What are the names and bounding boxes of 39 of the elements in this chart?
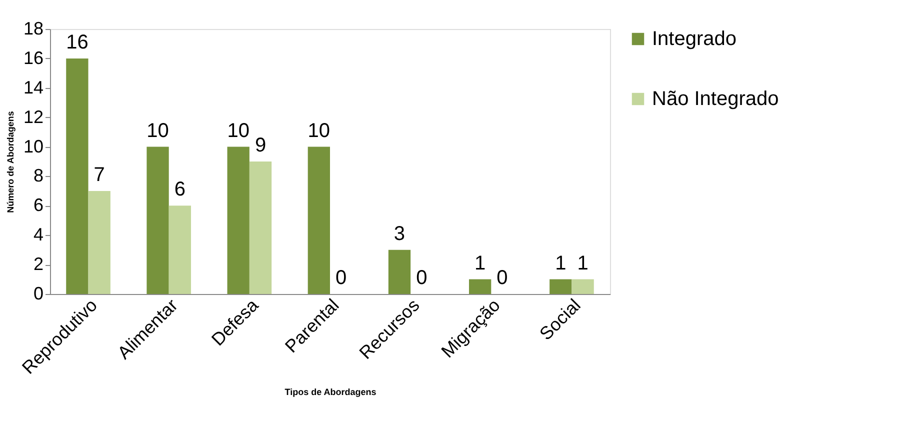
bar — [308, 146, 330, 294]
bar — [66, 58, 88, 294]
y-tick-label: 16 — [23, 48, 44, 68]
legend-label: Integrado — [652, 28, 737, 50]
data-label: 6 — [174, 178, 186, 201]
y-tick-label: 12 — [23, 106, 44, 127]
bar — [249, 162, 272, 294]
data-label: 1 — [474, 252, 486, 274]
y-tick-label: 0 — [33, 284, 44, 304]
y-tick-label: 18 — [23, 18, 44, 38]
bar — [146, 146, 169, 294]
bar — [550, 279, 572, 294]
data-label: 1 — [577, 252, 588, 274]
data-label: 3 — [394, 222, 406, 245]
bar — [88, 190, 110, 294]
data-label: 9 — [254, 134, 266, 156]
y-tick-label: 6 — [33, 195, 44, 216]
y-axis-title: Número de Abordagens — [5, 111, 16, 213]
data-label: 7 — [94, 164, 105, 186]
bar — [572, 279, 594, 294]
y-tick-label: 2 — [33, 254, 44, 274]
data-label: 0 — [496, 267, 508, 289]
data-label: 10 — [227, 120, 250, 142]
data-label: 10 — [146, 120, 169, 142]
data-label: 1 — [555, 252, 566, 274]
legend-label: Não Integrado — [652, 88, 779, 110]
data-label: 16 — [66, 31, 88, 54]
y-tick-label: 10 — [23, 136, 44, 156]
bar — [468, 279, 492, 294]
bar — [388, 250, 411, 294]
bar — [227, 146, 250, 294]
y-tick-label: 4 — [33, 224, 44, 245]
y-tick-label: 8 — [33, 166, 44, 186]
y-tick-label: 14 — [23, 77, 44, 98]
x-axis-title: Tipos de Abordagens — [284, 386, 376, 397]
data-label: 10 — [308, 120, 330, 142]
data-label: 0 — [416, 267, 428, 289]
data-label: 0 — [336, 267, 347, 289]
bar — [168, 206, 192, 294]
